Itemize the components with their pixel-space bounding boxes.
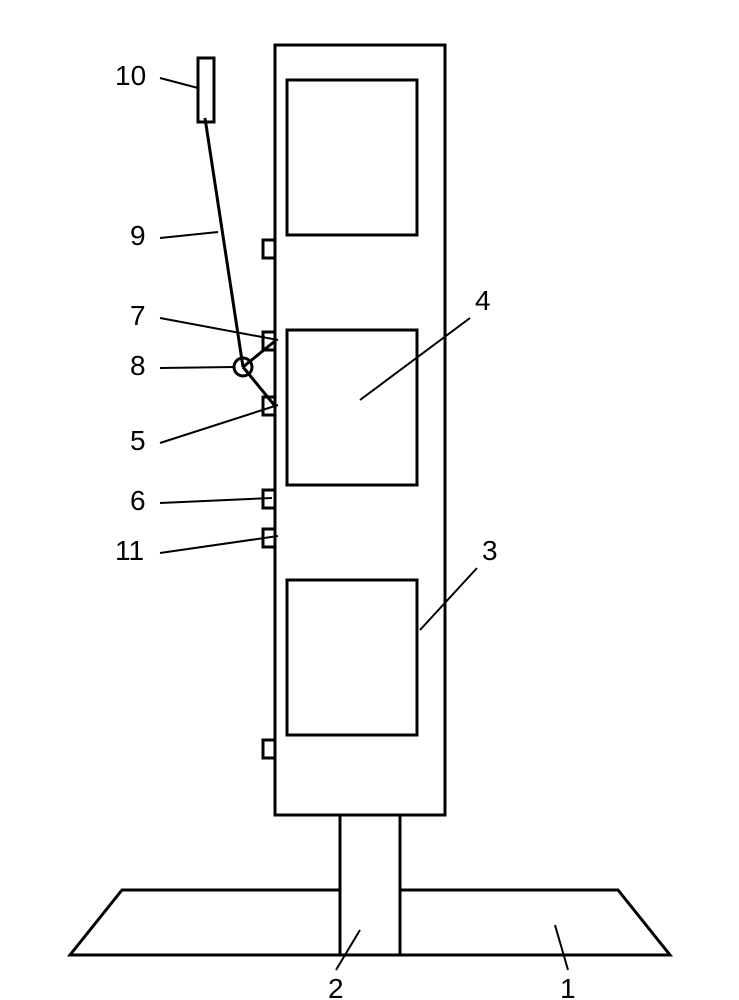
leader-5 [160, 405, 278, 443]
leader-11 [160, 536, 278, 553]
leader-10 [160, 78, 198, 88]
label-1: 1 [560, 973, 576, 1000]
diagram-root: 10 9 7 8 5 6 11 4 3 2 1 [0, 0, 739, 1000]
column-window-3 [287, 580, 417, 735]
label-7: 7 [130, 300, 146, 331]
leader-6 [160, 498, 272, 503]
label-6: 6 [130, 485, 146, 516]
label-2: 2 [328, 973, 344, 1000]
side-tab-6 [263, 740, 275, 758]
handle-grip [198, 58, 214, 122]
base-foot [70, 815, 670, 955]
leader-1 [555, 925, 568, 970]
label-5: 5 [130, 425, 146, 456]
label-11: 11 [115, 535, 144, 566]
label-3: 3 [482, 535, 498, 566]
label-10: 10 [115, 60, 146, 91]
side-tab-1 [263, 240, 275, 258]
leader-9 [160, 232, 218, 238]
base-slot [340, 815, 400, 955]
leader-8 [160, 367, 234, 368]
lever-arm-top [243, 341, 275, 367]
label-8: 8 [130, 350, 146, 381]
leader-7 [160, 318, 278, 340]
label-9: 9 [130, 220, 146, 251]
leader-3 [420, 568, 477, 630]
column-body [275, 45, 445, 815]
column-window-1 [287, 80, 417, 235]
label-4: 4 [475, 285, 491, 316]
column-window-2 [287, 330, 417, 485]
